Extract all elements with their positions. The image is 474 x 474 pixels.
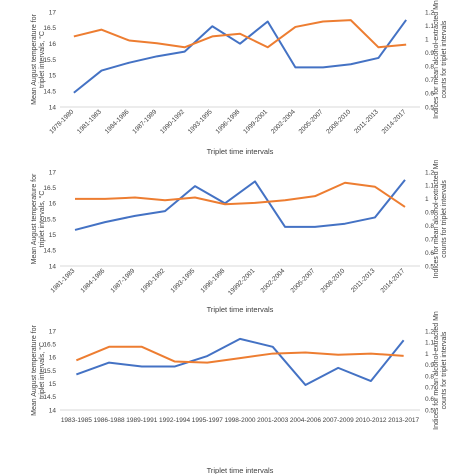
x-tick-label: 1993-1995 (169, 267, 196, 294)
right-tick-label: 0.8 (425, 64, 434, 71)
x-tick-label: 2005-2007 (289, 267, 316, 294)
left-tick-label: 16.5 (43, 185, 56, 192)
right-axis-title: Indices for mean alcohol-extracted Mncou… (433, 311, 448, 430)
left-tick-label: 14 (49, 407, 57, 414)
left-tick-label: 16 (49, 355, 57, 362)
series-line-mn-index (75, 181, 406, 208)
x-tick-label: 1996-1998 (199, 267, 226, 294)
x-tick-label: 1986-1988 (94, 417, 125, 424)
right-tick-label: 1 (425, 196, 429, 203)
x-tick-label: 2011-2013 (353, 108, 380, 135)
left-axis-title: Mean August temperature fortriplet inter… (31, 173, 46, 264)
x-tick-label: 1998-2000 (224, 417, 255, 424)
x-tick-label: 19992-2001 (227, 267, 257, 297)
right-tick-label: 0.8 (425, 373, 434, 380)
x-tick-label: 2014-2017 (379, 267, 406, 294)
x-tick-label: 2011-2013 (350, 267, 377, 294)
x-tick-label: 1992-1994 (159, 417, 190, 424)
right-tick-label: 1.1 (425, 340, 434, 347)
x-tick-label: 2004-2006 (290, 417, 321, 424)
right-tick-label: 1.1 (425, 23, 434, 30)
right-tick-label: 1.2 (425, 9, 434, 16)
left-axis-title: Mean August temperature fortriplet inter… (31, 325, 46, 416)
right-tick-label: 0.6 (425, 250, 434, 257)
left-tick-label: 14 (49, 263, 57, 270)
left-tick-label: 15.5 (43, 216, 56, 223)
chart-2: 14 14.5 15 15.5 16 16.5 17 0.5 0.6 0.7 0.8 0.9 1 1.1 1… (31, 160, 448, 314)
x-tick-label: 2007-2009 (323, 417, 354, 424)
right-tick-label: 1.2 (425, 328, 434, 335)
x-axis-title: Triplet time intervals (207, 466, 274, 474)
right-tick-label: 0.6 (425, 91, 434, 98)
left-tick-label: 15 (49, 232, 57, 239)
right-tick-label: 0.5 (425, 104, 434, 111)
x-tick-label: 2001-2003 (257, 417, 288, 424)
x-tick-label: 2008-2010 (319, 267, 346, 294)
series-line-temperature (74, 179, 406, 231)
left-axis-title: Mean August temperature fortriplet inter… (31, 14, 46, 105)
x-tick-label: 1984-1986 (104, 108, 131, 135)
left-tick-label: 16.5 (43, 25, 56, 32)
right-tick-label: 0.5 (425, 407, 434, 414)
left-tick-label: 16 (49, 41, 57, 48)
right-tick-label: 0.7 (425, 385, 434, 392)
x-tick-label: 1995-1997 (192, 417, 223, 424)
right-axis-title: Indices for mean alcohol-extracted Mncou… (433, 160, 448, 279)
x-tick-label: 1990-1992 (159, 108, 186, 135)
right-tick-label: 0.7 (425, 77, 434, 84)
right-tick-label: 1.2 (425, 169, 434, 176)
x-tick-label: 2013-2017 (388, 417, 419, 424)
right-tick-label: 0.9 (425, 50, 434, 57)
left-tick-label: 17 (49, 169, 57, 176)
x-tick-label: 1990-1992 (139, 267, 166, 294)
x-tick-label: 1987-1989 (109, 267, 136, 294)
left-tick-label: 14.5 (43, 394, 56, 401)
x-tick-label: 1999-2001 (242, 108, 269, 135)
right-tick-label: 0.9 (425, 362, 434, 369)
x-tick-label: 1984-1986 (79, 267, 106, 294)
x-tick-label: 1981-1983 (76, 108, 103, 135)
right-tick-label: 1.1 (425, 183, 434, 190)
right-tick-label: 1 (425, 351, 429, 358)
x-tick-label: 2010-2012 (355, 417, 386, 424)
x-tick-label: 1993-1995 (187, 108, 214, 135)
right-tick-label: 0.6 (425, 396, 434, 403)
left-tick-label: 17 (49, 328, 57, 335)
chart-3: 14 14.5 15 15.5 16 16.5 17 0.5 0.6 0.7 0.8 0.9 1 1.1 1… (31, 311, 448, 474)
x-tick-label: 2014-2017 (381, 108, 408, 135)
left-tick-label: 16 (49, 201, 57, 208)
left-tick-label: 17 (49, 9, 57, 16)
x-tick-label: 2002-2004 (270, 108, 297, 135)
left-tick-label: 15.5 (43, 368, 56, 375)
x-tick-label: 2008-2010 (325, 108, 352, 135)
x-axis-title: Triplet time intervals (207, 147, 274, 156)
x-tick-label: 1978-1980 (48, 108, 75, 135)
x-tick-label: 2002-2004 (259, 267, 286, 294)
left-tick-label: 14 (49, 104, 57, 111)
right-axis-title: Indices for mean alcohol-extracted Mncou… (433, 0, 448, 119)
right-tick-label: 0.8 (425, 223, 434, 230)
left-tick-label: 15.5 (43, 57, 56, 64)
left-tick-label: 14.5 (43, 88, 56, 95)
left-tick-label: 16.5 (43, 341, 56, 348)
left-tick-label: 15 (49, 381, 57, 388)
right-tick-label: 0.9 (425, 210, 434, 217)
left-tick-label: 15 (49, 73, 57, 80)
series-line-mn-index (75, 345, 404, 364)
x-axis-title: Triplet time intervals (207, 305, 274, 314)
x-tick-label: 2005-2007 (298, 108, 325, 135)
series-line-temperature (73, 19, 407, 94)
x-tick-label: 1996-1998 (214, 108, 241, 135)
x-tick-label: 1987-1989 (131, 108, 158, 135)
x-tick-label: 1983-1985 (61, 417, 92, 424)
right-tick-label: 0.7 (425, 236, 434, 243)
x-tick-label: 1989-1991 (126, 417, 157, 424)
right-tick-label: 0.5 (425, 263, 434, 270)
left-tick-label: 14.5 (43, 248, 56, 255)
chart-1: 14 14.5 15 15.5 16 16.5 17 0.5 0.6 0.7 0.8 0.9 1 1.1 1… (31, 0, 448, 156)
right-tick-label: 1 (425, 36, 429, 43)
x-tick-label: 1981-1983 (49, 267, 76, 294)
